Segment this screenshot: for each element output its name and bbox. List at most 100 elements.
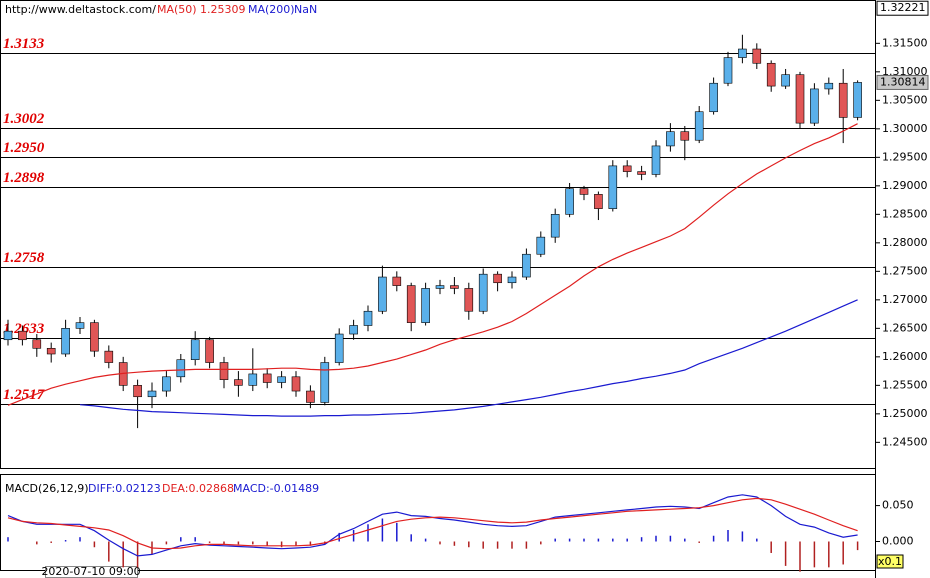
y-tick-label: 0.000 — [882, 534, 914, 547]
candle-body — [75, 322, 85, 329]
candle-body — [219, 362, 229, 380]
candle-body — [61, 328, 70, 355]
candle-body — [464, 288, 474, 312]
candle-body — [493, 273, 502, 284]
candle-body — [522, 253, 531, 278]
candle-body — [133, 385, 142, 398]
legend-name: MA(50) — [157, 3, 197, 16]
y-tick-label: 1.29500 — [882, 150, 928, 163]
candle-body — [781, 74, 790, 87]
candle-body — [248, 373, 258, 386]
candle-body — [406, 285, 416, 323]
y-tick-label: 1.25000 — [882, 407, 928, 420]
y-tick-label: 1.31000 — [882, 65, 928, 78]
y-tick-label: 1.30000 — [882, 122, 928, 135]
scale-label: x0.1 — [878, 555, 902, 568]
y-tick-label: 1.24500 — [882, 435, 928, 448]
legend-readout: DEA:0.02868 — [162, 482, 234, 495]
y-tick-label: 1.29000 — [882, 179, 928, 192]
y-tick-label: 1.28000 — [882, 236, 928, 249]
candle-body — [637, 171, 646, 175]
candle-body — [234, 379, 243, 386]
candle-body — [90, 322, 99, 352]
candle-body — [694, 111, 704, 141]
y-tick-label: 1.31500 — [882, 36, 928, 49]
y-tick-label: 1.30500 — [882, 93, 928, 106]
price-box — [876, 74, 929, 90]
candle-body — [666, 131, 675, 147]
level-label: 1.2633 — [3, 321, 45, 337]
candle-body — [363, 310, 373, 326]
y-tick-label: 0.050 — [882, 499, 914, 512]
candle-body — [176, 359, 186, 378]
date-label: 2020-07-10 09:00 — [41, 565, 140, 578]
top-price-label: 1.32221 — [880, 1, 926, 14]
candle-body — [579, 188, 589, 195]
candle-body — [766, 62, 776, 87]
candle-body — [723, 57, 733, 84]
candle-body — [738, 48, 747, 58]
ma-line — [7, 123, 858, 406]
candle-body — [147, 390, 157, 398]
top-price-box — [876, 0, 929, 16]
candle-body — [565, 188, 574, 215]
candle-body — [651, 145, 661, 175]
candle-body — [46, 347, 56, 355]
legend-readout: DIFF:0.02123 — [88, 482, 161, 495]
main-panel — [0, 0, 876, 469]
candle-body — [205, 339, 214, 363]
y-tick-label: 1.27000 — [882, 293, 928, 306]
candle-body — [507, 276, 517, 284]
candle-body — [277, 376, 286, 383]
level-label: 1.2517 — [3, 387, 45, 403]
candle-body — [594, 194, 603, 209]
candle-body — [291, 376, 301, 392]
candle-body — [709, 82, 718, 113]
y-tick-label: 1.25500 — [882, 378, 928, 391]
candle-body — [162, 376, 171, 392]
candle-body — [334, 333, 344, 363]
macd-line — [7, 497, 858, 550]
level-label: 1.3133 — [3, 36, 45, 52]
legend-readout: MACD:-0.01489 — [233, 482, 319, 495]
candle-body — [18, 330, 27, 341]
candle-body — [795, 74, 805, 124]
candle-body — [421, 288, 430, 323]
level-label: 1.3002 — [3, 111, 45, 127]
level-label: 1.2758 — [3, 250, 45, 266]
candle-body — [3, 330, 13, 341]
price-label: 1.30814 — [880, 75, 926, 88]
legend-readout: NaN — [294, 3, 317, 16]
candle-body — [680, 131, 690, 141]
candle-body — [478, 273, 488, 312]
candle-body — [262, 373, 272, 383]
candle-body — [450, 285, 459, 289]
y-tick-label: 1.27500 — [882, 264, 928, 277]
candle-body — [810, 88, 819, 124]
candle-body — [320, 362, 330, 403]
candle-body — [349, 325, 358, 335]
candle-body — [622, 165, 632, 172]
candle-body — [378, 276, 387, 312]
y-tick-label: 1.26500 — [882, 321, 928, 334]
candle-body — [608, 165, 618, 209]
candle-body — [190, 339, 200, 360]
candle-body — [104, 350, 114, 363]
legend-name: MA(200) — [248, 3, 295, 16]
candle-body — [306, 390, 315, 403]
level-label: 1.2950 — [3, 140, 45, 156]
candle-body — [536, 236, 546, 255]
candle-body — [435, 285, 445, 289]
candle-body — [392, 276, 402, 286]
candle-body — [853, 82, 862, 118]
y-tick-label: 1.26000 — [882, 350, 928, 363]
candle-body — [824, 82, 834, 90]
level-label: 1.2898 — [3, 170, 45, 186]
candle-body — [32, 339, 42, 349]
scale-box — [876, 554, 904, 569]
candle-body — [752, 48, 762, 64]
candle-body — [838, 82, 848, 118]
legend-readout: 1.25309 — [200, 3, 246, 16]
candle-body — [550, 214, 560, 238]
